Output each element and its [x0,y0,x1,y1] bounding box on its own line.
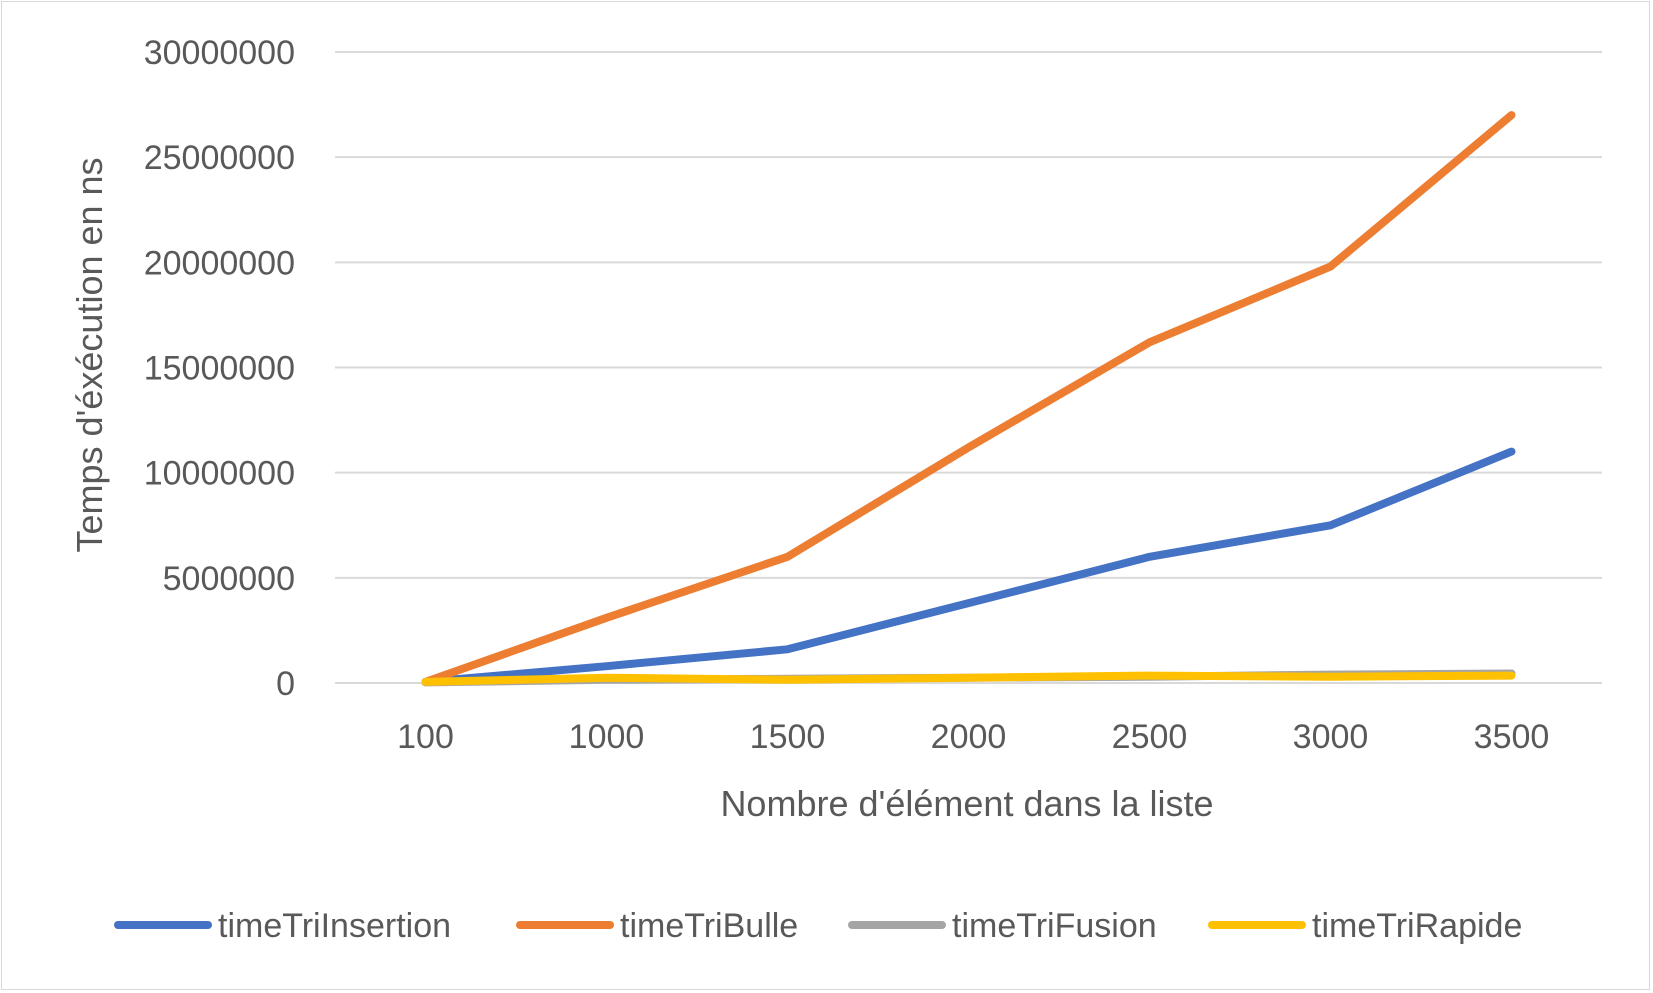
x-tick-label: 2000 [931,718,1007,756]
series-line-timeTriBulle [421,111,1516,686]
x-axis-ticks: 100 1000 1500 2000 2500 3000 3500 [397,718,1549,756]
gridlines [335,51,1602,684]
legend-label: timeTriRapide [1312,907,1522,945]
y-tick-label: 5000000 [163,560,295,598]
x-tick-label: 1500 [750,718,826,756]
x-tick-label: 2500 [1112,718,1188,756]
legend-label: timeTriBulle [620,907,798,945]
series-lines [421,111,1516,687]
y-tick-label: 20000000 [144,244,295,282]
series-line-timeTriInsertion [421,447,1516,686]
y-tick-label: 30000000 [144,34,295,72]
y-axis-title: Temps d'éxécution en ns [69,157,110,552]
x-tick-label: 3000 [1293,718,1369,756]
x-tick-label: 3500 [1474,718,1550,756]
y-axis-ticks: 0 5000000 10000000 15000000 20000000 25000000… [144,34,295,703]
y-tick-label: 15000000 [144,350,295,388]
legend: timeTriInsertion timeTriBulle timeTriFusio… [114,907,1522,945]
legend-label: timeTriInsertion [218,907,451,945]
series-line-timeTriRapide [421,671,1516,686]
legend-label: timeTriFusion [952,907,1157,945]
y-tick-label: 0 [276,665,295,703]
y-tick-label: 25000000 [144,139,295,177]
y-tick-label: 10000000 [144,455,295,493]
x-tick-label: 1000 [569,718,645,756]
x-axis-title: Nombre d'élément dans la liste [720,783,1213,824]
x-tick-label: 100 [397,718,454,756]
